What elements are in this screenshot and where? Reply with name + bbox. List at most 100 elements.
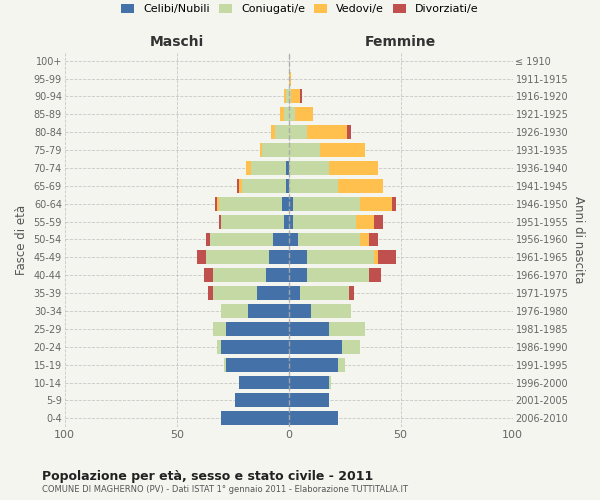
Bar xyxy=(284,108,289,122)
Bar xyxy=(311,304,352,318)
Bar xyxy=(289,250,307,264)
Bar xyxy=(224,358,226,372)
Bar xyxy=(242,179,286,193)
Bar xyxy=(329,376,331,390)
Bar xyxy=(289,304,311,318)
Bar xyxy=(392,197,396,210)
Bar xyxy=(206,250,269,264)
Bar xyxy=(251,161,286,175)
Bar xyxy=(378,250,396,264)
Bar xyxy=(289,161,329,175)
Bar xyxy=(289,340,343,353)
Bar xyxy=(237,179,239,193)
Bar xyxy=(217,197,219,210)
Bar xyxy=(235,394,289,407)
Bar xyxy=(293,197,361,210)
Bar xyxy=(356,214,374,228)
Bar xyxy=(370,268,380,282)
Bar xyxy=(286,179,289,193)
Bar xyxy=(273,232,289,246)
Legend: Celibi/Nubili, Coniugati/e, Vedovi/e, Divorziati/e: Celibi/Nubili, Coniugati/e, Vedovi/e, Di… xyxy=(118,0,482,18)
Bar xyxy=(219,197,282,210)
Bar xyxy=(289,412,338,426)
Bar xyxy=(221,214,284,228)
Bar xyxy=(361,232,370,246)
Bar xyxy=(219,214,221,228)
Bar xyxy=(349,286,353,300)
Text: Popolazione per età, sesso e stato civile - 2011: Popolazione per età, sesso e stato civil… xyxy=(42,470,373,483)
Bar xyxy=(347,125,352,139)
Bar xyxy=(293,214,356,228)
Text: COMUNE DI MAGHERNO (PV) - Dati ISTAT 1° gennaio 2011 - Elaborazione TUTTITALIA.I: COMUNE DI MAGHERNO (PV) - Dati ISTAT 1° … xyxy=(42,485,408,494)
Text: Femmine: Femmine xyxy=(365,35,436,49)
Text: Maschi: Maschi xyxy=(149,35,204,49)
Bar xyxy=(197,250,206,264)
Bar xyxy=(282,197,289,210)
Bar xyxy=(257,286,289,300)
Bar xyxy=(266,268,289,282)
Bar xyxy=(248,304,289,318)
Bar xyxy=(374,250,378,264)
Bar xyxy=(300,90,302,104)
Bar xyxy=(370,232,378,246)
Y-axis label: Fasce di età: Fasce di età xyxy=(15,204,28,274)
Bar xyxy=(298,232,361,246)
Bar xyxy=(286,161,289,175)
Bar xyxy=(226,358,289,372)
Bar xyxy=(307,250,374,264)
Bar xyxy=(269,250,289,264)
Bar xyxy=(338,358,344,372)
Bar xyxy=(280,108,284,122)
Bar xyxy=(289,376,329,390)
Bar xyxy=(289,286,300,300)
Bar xyxy=(246,161,251,175)
Bar xyxy=(217,340,221,353)
Bar xyxy=(289,72,291,86)
Bar xyxy=(320,143,365,157)
Bar xyxy=(289,322,329,336)
Bar xyxy=(289,179,338,193)
Bar xyxy=(239,179,242,193)
Bar xyxy=(289,90,291,104)
Bar xyxy=(208,286,212,300)
Bar xyxy=(291,90,300,104)
Bar xyxy=(286,90,289,104)
Bar xyxy=(289,125,307,139)
Bar xyxy=(221,412,289,426)
Bar xyxy=(289,268,307,282)
Bar xyxy=(361,197,392,210)
Bar xyxy=(215,197,217,210)
Bar xyxy=(289,214,293,228)
Bar xyxy=(284,214,289,228)
Bar xyxy=(329,322,365,336)
Bar xyxy=(300,286,349,300)
Bar xyxy=(374,214,383,228)
Y-axis label: Anni di nascita: Anni di nascita xyxy=(572,196,585,283)
Bar xyxy=(262,143,289,157)
Bar xyxy=(260,143,262,157)
Bar xyxy=(289,197,293,210)
Bar xyxy=(289,108,295,122)
Bar xyxy=(307,125,347,139)
Bar xyxy=(210,232,273,246)
Bar xyxy=(307,268,370,282)
Bar xyxy=(203,268,212,282)
Bar xyxy=(212,322,226,336)
Bar xyxy=(289,394,329,407)
Bar xyxy=(212,268,266,282)
Bar xyxy=(212,286,257,300)
Bar xyxy=(329,161,378,175)
Bar xyxy=(295,108,313,122)
Bar xyxy=(221,340,289,353)
Bar xyxy=(206,232,210,246)
Bar xyxy=(271,125,275,139)
Bar xyxy=(343,340,361,353)
Bar xyxy=(284,90,286,104)
Bar xyxy=(289,143,320,157)
Bar xyxy=(338,179,383,193)
Bar xyxy=(289,232,298,246)
Bar xyxy=(226,322,289,336)
Bar xyxy=(239,376,289,390)
Bar xyxy=(289,358,338,372)
Bar xyxy=(275,125,289,139)
